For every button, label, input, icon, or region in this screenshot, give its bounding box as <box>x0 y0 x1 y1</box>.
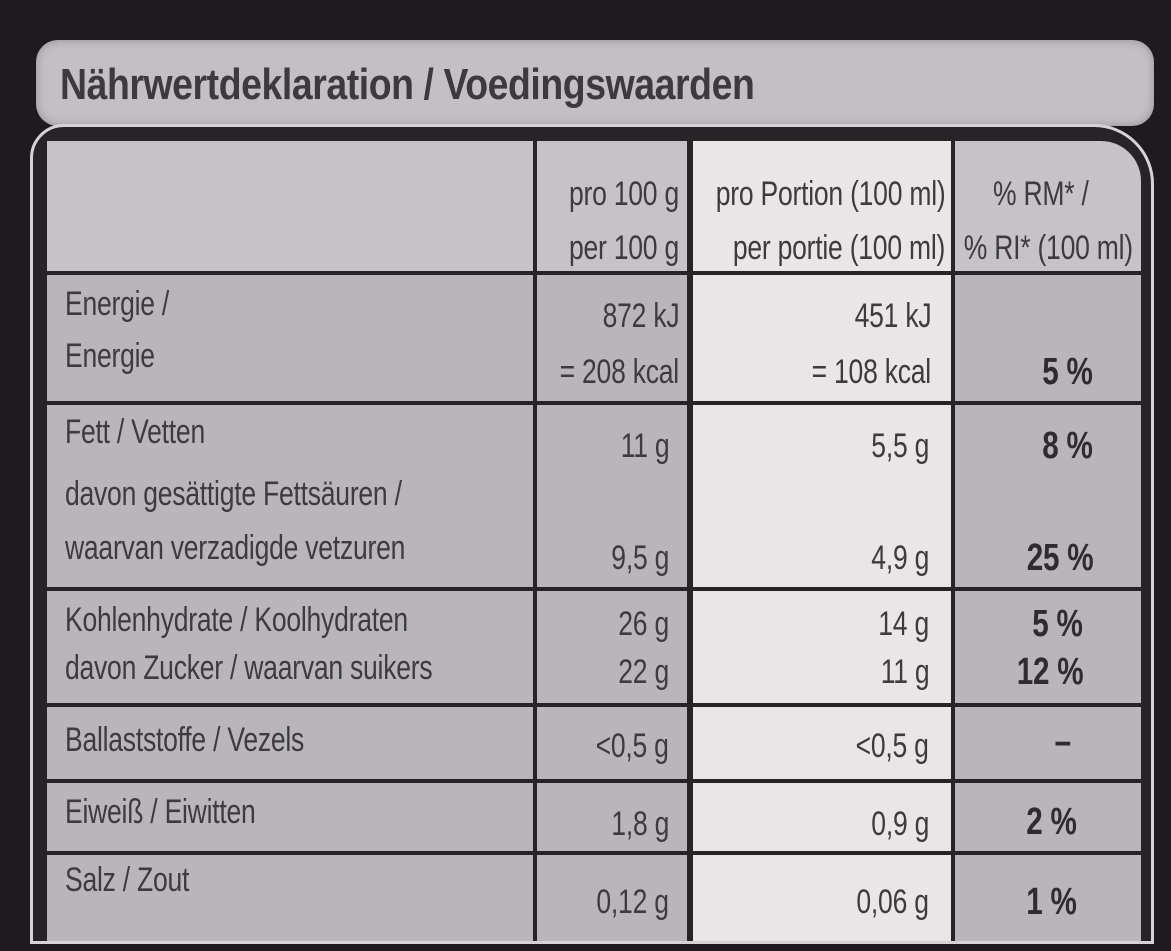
salz-portion: 0,06 g <box>856 883 930 921</box>
energie-kcal-portion: = 108 kcal <box>811 353 932 391</box>
nutrition-table: pro 100 g per 100 g pro Portion (100 ml)… <box>30 124 1154 944</box>
row-energie-ri: 5 % <box>955 275 1141 401</box>
row-fett-label: Fett / Vetten davon gesättigte Fettsäure… <box>47 405 533 587</box>
table-title: Nährwertdeklaration / Voedingswaarden <box>60 60 755 109</box>
energie-label-nl: Energie <box>65 337 155 375</box>
row-ballaststoffe-per100: <0,5 g <box>537 707 687 779</box>
zucker-portion: 11 g <box>880 653 929 691</box>
row-ballaststoffe-portion: <0,5 g <box>693 707 951 779</box>
ballaststoffe-per100: <0,5 g <box>595 727 669 765</box>
row-kohlenhydrate-ri: 5 % 12 % <box>955 591 1141 703</box>
row-ballaststoffe-label: Ballaststoffe / Vezels <box>47 707 533 779</box>
zucker-ri: 12 % <box>1016 651 1083 693</box>
zucker-label: davon Zucker / waarvan suikers <box>65 649 433 687</box>
row-salz-portion: 0,06 g <box>693 855 951 941</box>
kohlenhydrate-ri: 5 % <box>1032 603 1084 645</box>
salz-ri: 1 % <box>1026 881 1078 923</box>
header-empty-cell <box>47 141 533 271</box>
salz-per100: 0,12 g <box>596 883 670 921</box>
row-energie-per100: 872 kJ = 208 kcal <box>537 275 687 401</box>
kohlenhydrate-per100: 26 g <box>618 605 669 643</box>
energie-kj-per100: 872 kJ <box>602 297 679 335</box>
header-per100-line2: per 100 g <box>569 229 679 267</box>
fett-per100: 11 g <box>620 427 669 465</box>
row-kohlenhydrate-label: Kohlenhydrate / Koolhydraten davon Zucke… <box>47 591 533 703</box>
row-fett-ri: 8 % 25 % <box>955 405 1141 587</box>
eiweiss-label: Eiweiß / Eiwitten <box>65 793 256 831</box>
fett-saturated-portion: 4,9 g <box>871 539 929 577</box>
row-eiweiss-portion: 0,9 g <box>693 783 951 851</box>
row-salz-per100: 0,12 g <box>537 855 687 941</box>
title-bar <box>36 40 1154 126</box>
header-portion-line2: per portie (100 ml) <box>732 229 945 267</box>
fett-portion: 5,5 g <box>871 427 929 465</box>
energie-ri: 5 % <box>1042 351 1094 393</box>
eiweiss-portion: 0,9 g <box>871 805 929 843</box>
row-ballaststoffe-ri: – <box>955 707 1141 779</box>
zucker-per100: 22 g <box>618 653 669 691</box>
energie-label-de: Energie / <box>65 285 170 323</box>
fett-saturated-label-nl: waarvan verzadigde vetzuren <box>65 529 406 567</box>
energie-kcal-per100: = 208 kcal <box>559 353 680 391</box>
header-per100-line1: pro 100 g <box>569 175 679 213</box>
row-salz-label: Salz / Zout <box>47 855 533 941</box>
eiweiss-per100: 1,8 g <box>611 805 669 843</box>
row-salz-ri: 1 % <box>955 855 1141 941</box>
header-ri-line1: % RM* / <box>993 175 1089 213</box>
row-energie-portion: 451 kJ = 108 kcal <box>693 275 951 401</box>
header-ri-line2: % RI* (100 ml) <box>963 229 1133 267</box>
row-eiweiss-ri: 2 % <box>955 783 1141 851</box>
row-eiweiss-per100: 1,8 g <box>537 783 687 851</box>
row-eiweiss-label: Eiweiß / Eiwitten <box>47 783 533 851</box>
fett-label: Fett / Vetten <box>65 413 205 451</box>
header-portion-cell: pro Portion (100 ml) per portie (100 ml) <box>693 141 951 271</box>
kohlenhydrate-portion: 14 g <box>878 605 929 643</box>
ballaststoffe-portion: <0,5 g <box>855 727 929 765</box>
ballaststoffe-label: Ballaststoffe / Vezels <box>65 721 305 759</box>
fett-saturated-ri: 25 % <box>1026 537 1093 579</box>
energie-kj-portion: 451 kJ <box>854 297 931 335</box>
header-portion-line1: pro Portion (100 ml) <box>715 175 945 213</box>
salz-label: Salz / Zout <box>65 861 190 899</box>
fett-saturated-per100: 9,5 g <box>611 539 669 577</box>
ballaststoffe-ri: – <box>1054 721 1071 763</box>
row-fett-per100: 11 g 9,5 g <box>537 405 687 587</box>
row-kohlenhydrate-portion: 14 g 11 g <box>693 591 951 703</box>
row-energie-label: Energie / Energie <box>47 275 533 401</box>
header-ri-cell: % RM* / % RI* (100 ml) <box>955 141 1141 271</box>
fett-ri: 8 % <box>1042 425 1094 467</box>
header-per100-cell: pro 100 g per 100 g <box>537 141 687 271</box>
eiweiss-ri: 2 % <box>1026 801 1078 843</box>
fett-saturated-label-de: davon gesättigte Fettsäuren / <box>65 475 402 513</box>
row-kohlenhydrate-per100: 26 g 22 g <box>537 591 687 703</box>
row-fett-portion: 5,5 g 4,9 g <box>693 405 951 587</box>
kohlenhydrate-label: Kohlenhydrate / Koolhydraten <box>65 601 408 639</box>
